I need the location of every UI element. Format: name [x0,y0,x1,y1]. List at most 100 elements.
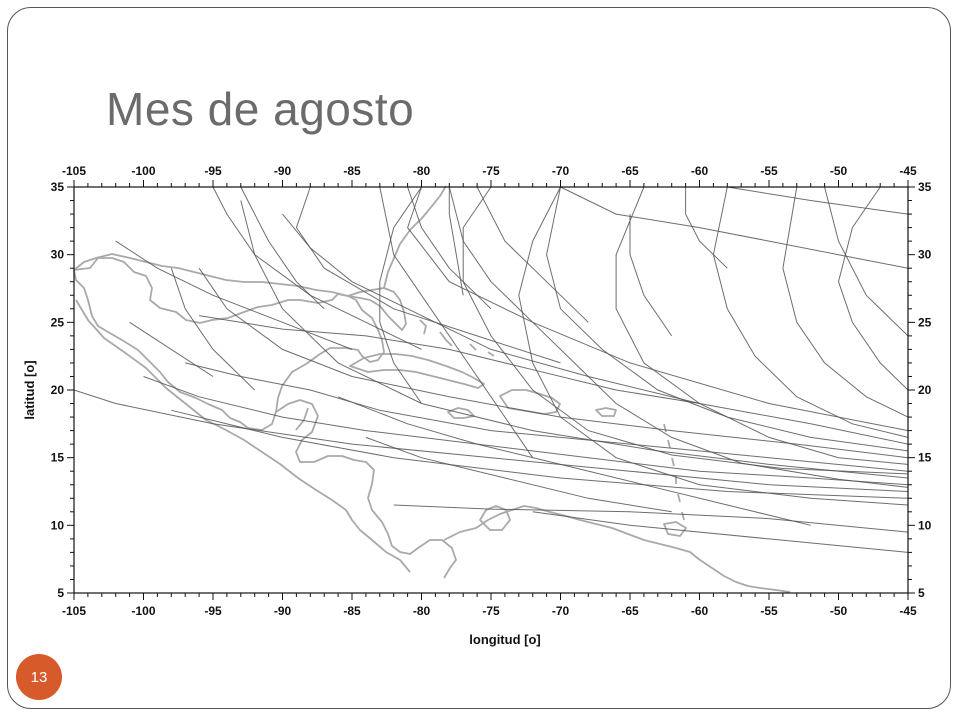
coastline-layer [73,185,791,593]
x-tick-label-top: -65 [621,164,639,178]
hispaniola [499,389,561,415]
x-tick-label-top: -95 [204,164,222,178]
x-tick-label-top: -50 [830,164,848,178]
y-tick-label-left: 25 [51,315,65,329]
hurricane-track-32 [685,187,728,269]
puerto-rico [595,407,617,417]
y-tick-label-left: 30 [51,248,65,262]
x-tick-label-bottom: -50 [830,604,848,618]
y-tick-label-right: 15 [918,451,932,465]
y-tick-label-left: 20 [51,383,65,397]
x-tick-label-top: -90 [274,164,292,178]
hurricane-track-28 [240,186,325,310]
y-tick-label-right: 10 [918,518,932,532]
x-tick-label-bottom: -95 [204,604,222,618]
y-tick-label-left: 15 [51,451,65,465]
hurricane-track-23 [407,186,492,310]
y-tick-label-left: 10 [51,518,65,532]
y-tick-label-left: 35 [51,180,65,194]
x-tick-label-top: -45 [899,164,917,178]
x-tick-label-bottom: -60 [691,604,709,618]
hurricane-track-14 [462,186,909,475]
slide-number-label: 13 [30,668,48,686]
x-tick-label-bottom: -105 [62,604,86,618]
yucatan-tip [295,407,309,431]
x-tick-label-top: -55 [760,164,778,178]
hurricane-track-34 [379,186,534,458]
x-tick-label-top: -105 [62,164,86,178]
slide-number-badge: 13 [16,654,62,700]
x-axis-title: longitud [o] [469,632,540,647]
hurricane-track-27 [170,268,256,391]
mainland-coastline [73,257,385,431]
x-tick-label-bottom: -100 [131,604,155,618]
us-gulf-coast [73,253,349,297]
cuba [349,353,485,389]
hurricane-track-17 [337,396,811,526]
hurricane-track-20 [532,511,909,553]
x-tick-label-top: -75 [482,164,500,178]
hurricane-track-4 [185,362,909,472]
x-tick-label-bottom: -85 [343,604,361,618]
yucatan-coast [275,399,457,579]
hurricane-track-29 [824,186,909,337]
x-tick-label-bottom: -75 [482,604,500,618]
lesser-antilles [663,423,685,521]
x-tick-label-bottom: -80 [413,604,431,618]
x-tick-label-top: -70 [552,164,570,178]
bahamas-4 [487,351,495,357]
trinidad [663,521,687,537]
hurricane-track-11 [712,186,909,438]
x-tick-label-bottom: -70 [552,604,570,618]
plot-frame [73,186,909,594]
florida [347,287,407,331]
hurricane-track-21 [199,315,700,404]
bahamas-1 [419,319,427,335]
hurricane-track-33 [629,214,673,337]
hurricane-track-30 [560,186,909,269]
x-tick-label-bottom: -45 [899,604,917,618]
south-america-coast [443,505,791,593]
hurricane-track-36 [129,321,214,377]
x-tick-label-bottom: -90 [274,604,292,618]
y-tick-label-right: 20 [918,383,932,397]
hurricane-track-16 [448,186,909,488]
y-tick-label-left: 5 [57,586,64,600]
hurricane-track-18 [365,436,672,513]
y-tick-label-right: 30 [918,248,932,262]
x-tick-label-bottom: -65 [621,604,639,618]
hurricane-track-7 [73,389,909,492]
hurricane-track-15 [546,186,909,452]
hurricane-track-35 [379,186,422,404]
hurricane-track-9 [518,186,909,506]
hurricane-track-31 [727,186,909,215]
x-tick-label-bottom: -55 [760,604,778,618]
hurricane-track-26 [115,240,353,350]
hurricane-track-3 [198,267,909,459]
hurricane-track-37 [448,187,464,296]
central-america-pacific [75,299,411,573]
x-tick-label-top: -60 [691,164,709,178]
y-tick-label-right: 25 [918,315,932,329]
hurricane-tracks [73,186,909,553]
axes: -105 -105 -100 -100 -95 -95 -90 -90 -85 -85 -80 -80… [22,164,932,647]
hurricane-track-2 [282,213,909,445]
bahamas-3 [469,343,477,351]
slide-title: Mes de agosto [106,83,415,135]
hurricane-track-13 [837,186,909,391]
y-tick-label-right: 35 [918,180,932,194]
x-tick-label-top: -80 [413,164,431,178]
hurricane-track-19 [393,504,909,533]
y-axis-title: latitud [o] [22,360,37,419]
slide-frame [7,7,951,709]
y-tick-label-right: 5 [918,586,925,600]
hurricane-track-22 [295,186,561,364]
x-tick-label-top: -100 [131,164,155,178]
bahamas-2 [439,331,453,347]
hurricane-track-12 [782,186,909,418]
hurricane-track-25 [212,186,422,350]
hurricane-track-24 [476,186,589,323]
hurricane-track-8 [171,409,909,499]
hurricane-track-10 [615,186,909,465]
